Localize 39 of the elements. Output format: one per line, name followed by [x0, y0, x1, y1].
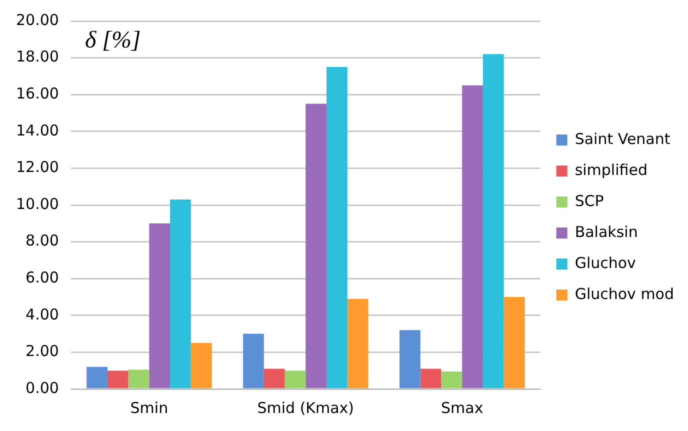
x-tick-label: Smin	[130, 398, 168, 417]
x-tick-label: Smax	[440, 398, 484, 417]
bar	[326, 67, 348, 388]
bar	[462, 85, 483, 388]
bar	[400, 330, 420, 388]
bar	[504, 297, 525, 388]
bar	[306, 104, 326, 388]
y-tick-label: 12.00	[16, 158, 59, 176]
y-tick-label: 16.00	[16, 84, 59, 102]
bar	[482, 54, 504, 388]
bar	[284, 370, 306, 388]
y-tick-label: 14.00	[16, 121, 59, 140]
bar	[243, 334, 264, 388]
y-tick-label: 20.00	[16, 10, 59, 29]
y-tick-label: 18.00	[16, 48, 59, 66]
bar	[347, 298, 368, 388]
y-tick-label: 10.00	[16, 194, 59, 213]
y-axis-title: δ [%]	[84, 27, 141, 54]
bar	[170, 199, 191, 388]
bar	[128, 370, 150, 388]
bar	[107, 370, 128, 388]
bar	[190, 343, 212, 388]
x-tick-label: Smid (Kmax)	[257, 398, 354, 417]
legend-label: Balaksin	[574, 222, 638, 241]
bar	[86, 366, 108, 388]
bar	[264, 368, 285, 388]
legend-label: simplified	[574, 160, 648, 179]
bar	[149, 223, 170, 388]
legend-label: Gluchov mod	[574, 284, 674, 303]
y-tick-label: 4.00	[26, 305, 59, 324]
bar	[420, 368, 442, 388]
legend-label: Gluchov	[574, 254, 636, 272]
legend-label: SCP	[574, 192, 604, 210]
y-tick-label: 0.00	[26, 378, 59, 397]
y-tick-label: 6.00	[26, 268, 59, 286]
y-tick-label: 2.00	[26, 342, 59, 360]
y-tick-label: 8.00	[26, 232, 59, 250]
bar	[441, 372, 462, 388]
legend-label: Saint Venant	[574, 130, 670, 148]
